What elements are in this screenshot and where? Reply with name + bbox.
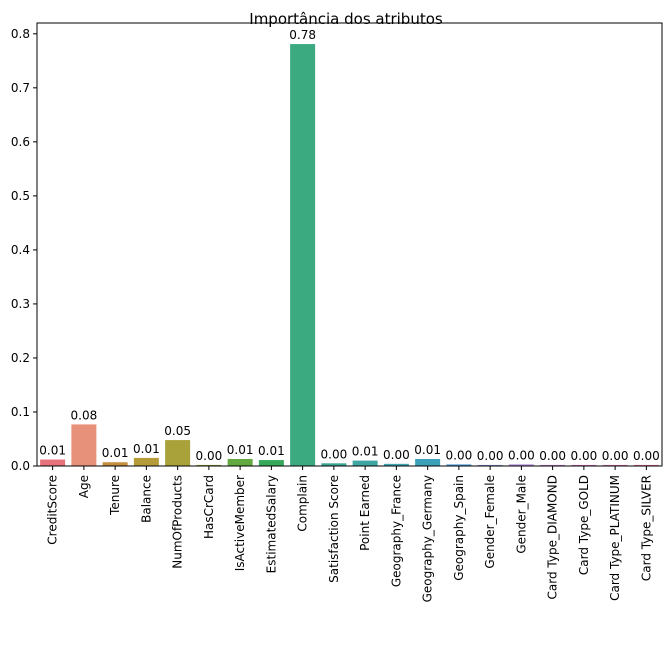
x-tick-label: Card Type_PLATINUM (608, 475, 622, 601)
x-tick-label: IsActiveMember (233, 475, 247, 571)
data-label: 0.00 (321, 447, 348, 461)
bar (227, 458, 253, 466)
axes-frame (36, 22, 663, 467)
data-label: 0.00 (196, 449, 223, 463)
bar (321, 463, 347, 466)
bar (102, 462, 128, 466)
x-tick-label: Tenure (108, 475, 122, 516)
data-label: 0.01 (133, 442, 160, 456)
data-label: 0.01 (258, 444, 285, 458)
x-tick-label: Age (77, 475, 91, 498)
y-tick-label: 0.8 (11, 27, 30, 41)
bar (633, 464, 659, 466)
bar (40, 459, 66, 466)
bar (415, 458, 441, 466)
x-tick-label: Satisfaction Score (327, 475, 341, 583)
bar (133, 457, 159, 466)
x-tick-label: Point Earned (358, 475, 372, 551)
y-tick-label: 0.3 (11, 297, 30, 311)
data-label: 0.01 (227, 443, 254, 457)
x-tick-label: Balance (139, 475, 153, 523)
bars: 0.01 0.08 0.01 0.01 0.05 0.00 0.01 0.01 0.78 0.00… (39, 28, 660, 466)
y-tick-label: 0.0 (11, 459, 30, 473)
data-label: 0.00 (571, 449, 598, 463)
bar (477, 464, 503, 466)
x-tick-label: Complain (296, 475, 310, 532)
bar (602, 464, 628, 466)
data-label: 0.00 (383, 448, 410, 462)
bar (446, 464, 472, 466)
data-label: 0.00 (477, 449, 504, 463)
y-tick-label: 0.4 (11, 243, 30, 257)
y-tick-label: 0.7 (11, 81, 30, 95)
bar (571, 464, 597, 466)
x-tick-label: EstimatedSalary (264, 475, 278, 573)
x-tick-label: Card Type_SILVER (639, 475, 653, 581)
bar (290, 44, 316, 466)
data-label: 0.00 (508, 448, 535, 462)
x-tick-label: Gender_Male (514, 475, 528, 554)
x-tick-label: HasCrCard (202, 475, 216, 539)
data-label: 0.00 (446, 448, 473, 462)
x-tick-label: Card Type_GOLD (577, 475, 591, 575)
data-label: 0.01 (352, 445, 379, 459)
x-axis: CreditScore Age Tenure Balance NumOfProducts… (46, 466, 653, 602)
y-tick-label: 0.5 (11, 189, 30, 203)
data-label: 0.01 (39, 444, 66, 458)
x-tick-label: Geography_France (389, 475, 403, 587)
data-label: 0.05 (164, 424, 191, 438)
x-tick-label: CreditScore (46, 475, 60, 545)
x-tick-label: Geography_Germany (421, 475, 435, 602)
bar (258, 460, 284, 466)
bar (508, 464, 534, 466)
data-label: 0.00 (539, 449, 566, 463)
x-tick-label: Geography_Spain (452, 475, 466, 581)
x-tick-label: Gender_Female (483, 475, 497, 569)
bar (383, 463, 409, 466)
y-axis: 0.0 0.1 0.2 0.3 0.4 0.5 0.6 0.7 0.8 (11, 27, 37, 473)
y-tick-label: 0.1 (11, 405, 30, 419)
bar (196, 464, 222, 466)
x-tick-label: NumOfProducts (171, 475, 185, 569)
data-label: 0.78 (289, 28, 316, 42)
x-tick-label: Card Type_DIAMOND (546, 475, 560, 599)
y-tick-label: 0.2 (11, 351, 30, 365)
data-label: 0.01 (102, 446, 129, 460)
data-label: 0.01 (414, 443, 441, 457)
bar (165, 440, 191, 466)
bar (540, 464, 566, 466)
data-label: 0.00 (633, 449, 660, 463)
y-tick-label: 0.6 (11, 135, 30, 149)
data-label: 0.00 (602, 449, 629, 463)
bar (71, 424, 97, 466)
bar (352, 460, 378, 466)
data-label: 0.08 (71, 408, 98, 422)
chart-title: Importância dos atributos (249, 10, 443, 28)
